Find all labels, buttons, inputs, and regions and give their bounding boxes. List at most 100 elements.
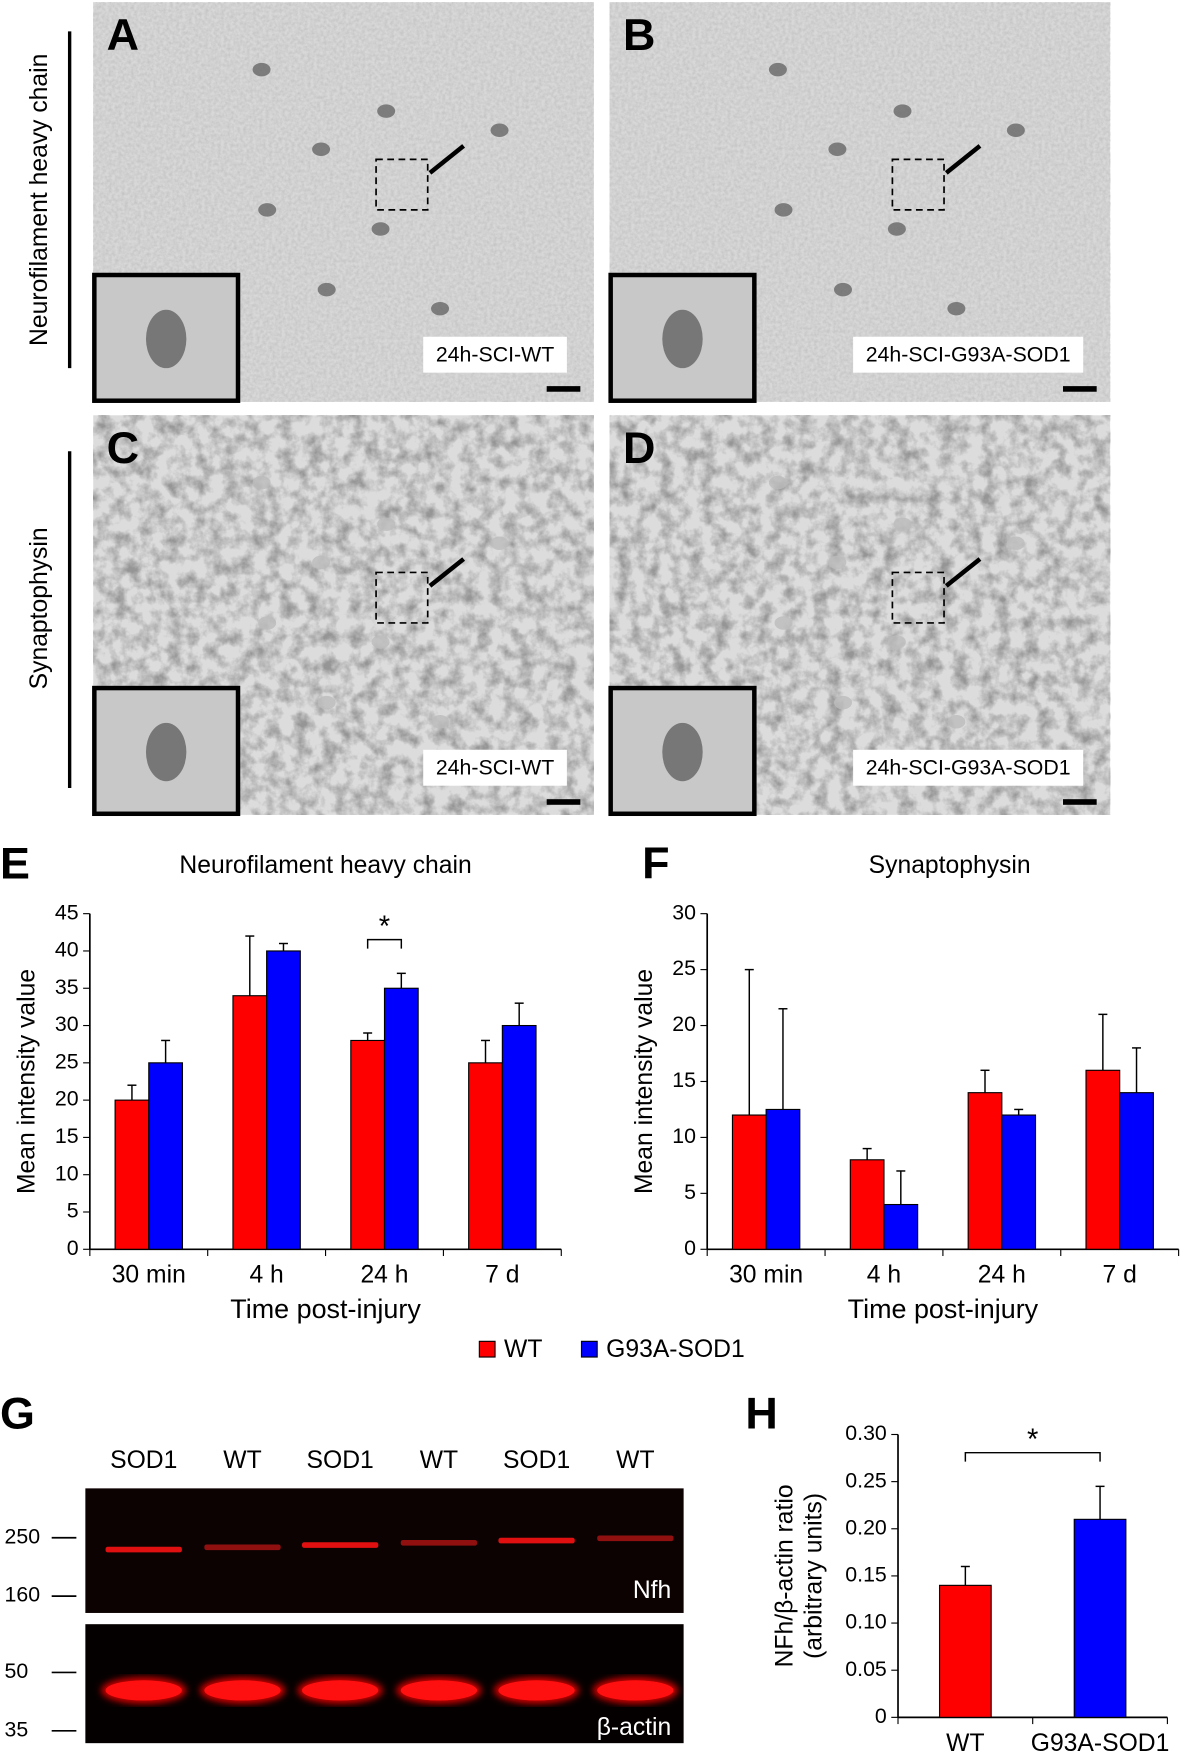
band-actin [105,1680,182,1701]
panel-letter: B [623,9,655,60]
x-tick-label: WT [946,1730,984,1757]
cell [828,555,847,570]
panel-letter: E [0,837,30,888]
y-tick-label: 0.20 [845,1515,887,1539]
significance-mark: * [379,911,390,943]
y-tick-label: 35 [55,975,79,999]
panel-letter: H [745,1387,777,1438]
label-box [853,336,1084,373]
marker-label: 50 [5,1659,29,1683]
y-tick-label: 30 [55,1012,79,1036]
significance-bracket [366,938,403,949]
bar-chart: H 0 0.05 0.10 0.15 0.20 0.25 0.30 WT G93A-SOD1 NFh… [745,1387,1169,1756]
label-box [423,749,567,786]
error-bar [980,1069,990,1093]
legend-swatch [478,1340,496,1358]
cell [431,301,450,316]
legend-label: WT [504,1336,542,1363]
x-axis-label: Time post-injury [848,1294,1039,1324]
cell [252,475,271,490]
y-tick-label: 20 [55,1087,79,1111]
roi-box [375,571,429,624]
significance-bracket [964,1451,1101,1462]
micrograph-label: 24h-SCI-WT [436,756,554,780]
x-tick-label: 7 d [485,1262,519,1289]
band-nfh [204,1544,281,1551]
row-label: Synaptophysin [26,527,53,689]
micrograph-label: 24h-SCI-G93A-SOD1 [866,756,1071,780]
bar [1001,1114,1037,1250]
band-nfh [400,1540,478,1546]
y-tick-label: 25 [672,956,696,980]
error-bar [1132,1047,1142,1093]
bar [967,1092,1003,1250]
band-nfh [597,1535,674,1542]
error-bar [245,935,255,996]
bar [938,1584,992,1718]
y-tick-label: 40 [55,938,79,962]
cell [317,282,336,297]
lane-label: WT [616,1447,654,1474]
legend: WT G93A-SOD1 [478,1336,745,1363]
western-blot: G SOD1 WT SOD1 WT SOD1 WT Nfh β-actin 250 160 50 35 [0,1387,684,1744]
y-tick-label: 5 [684,1180,696,1204]
panel-letter: G [0,1387,35,1438]
y-tick-label: 0.30 [845,1421,887,1445]
micrograph: B 24h-SCI-G93A-SOD1 [608,2,1111,403]
lane-label: WT [223,1447,261,1474]
y-axis-label: NFh/β-actin ratio [771,1484,798,1667]
error-bar [127,1084,137,1101]
arrow [944,557,982,588]
x-tick-label: 24 h [978,1262,1026,1289]
cell [1006,123,1025,137]
x-tick-label: 7 d [1103,1262,1137,1289]
cell [774,616,793,630]
error-bar [278,942,288,951]
error-bar [161,1039,171,1063]
cell [317,695,336,710]
error-bar [481,1039,490,1063]
bar [232,995,268,1250]
inset-cell [662,309,703,369]
error-bar [363,1032,373,1041]
roi-box [891,571,945,624]
blot-top [85,1488,684,1613]
cell [834,695,852,710]
band-label: Nfh [633,1577,671,1604]
y-tick-label: 0.10 [845,1610,887,1634]
cell [1006,536,1025,550]
y-tick-label: 15 [55,1124,79,1148]
bar [731,1114,767,1250]
x-axis-label: Time post-injury [230,1294,421,1324]
cell [768,475,787,490]
y-tick-label: 0.15 [845,1563,886,1587]
y-tick-label: 0.25 [845,1468,886,1492]
panel-letter: D [623,422,655,473]
error-bar [744,968,754,1116]
bar [1085,1069,1121,1250]
cell [312,142,331,157]
bar [883,1203,919,1250]
micrograph: C 24h-SCI-WT [92,415,594,817]
cell [834,282,852,297]
lane-label: SOD1 [307,1447,374,1474]
y-tick-label: 20 [672,1012,696,1036]
cell [893,517,912,531]
x-tick-label: 4 h [867,1262,901,1289]
band-nfh [105,1546,182,1553]
band-actin [597,1680,674,1701]
band-actin [204,1680,281,1701]
chart-title: Neurofilament heavy chain [179,852,471,879]
roi-box [891,158,945,211]
bar [468,1062,503,1250]
error-bar [1014,1108,1024,1116]
cell [371,635,390,649]
significance-mark: * [1027,1424,1038,1456]
error-bar [396,972,406,989]
cell [377,517,396,531]
bar [849,1159,885,1250]
cell [371,222,390,236]
y-tick-label: 5 [67,1199,79,1223]
cell [258,203,277,217]
y-tick-label: 10 [55,1161,79,1185]
